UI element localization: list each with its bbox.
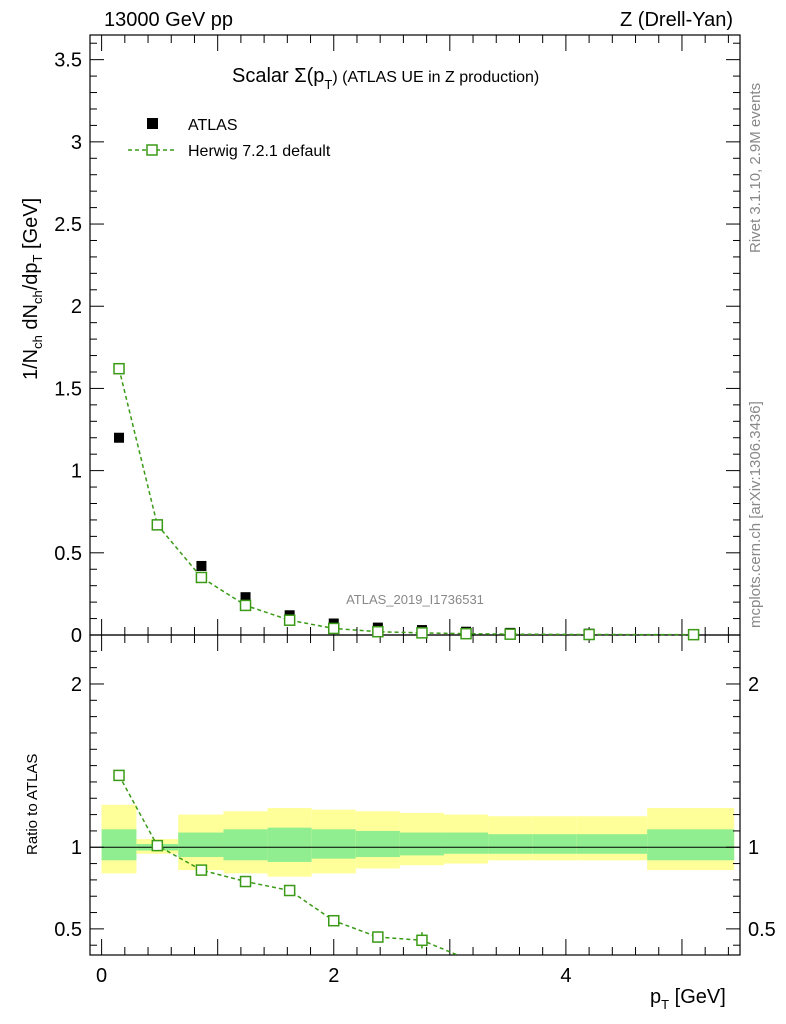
ratio-point <box>195 864 208 876</box>
y-axis-label-main: 1/Nch dNch/dpT [GeV] <box>20 198 45 380</box>
header-right: Z (Drell-Yan) <box>620 9 733 31</box>
y-tick-label-main: 3.5 <box>54 50 82 72</box>
mc-point <box>113 362 125 375</box>
legend-mc-marker <box>146 144 158 156</box>
y-tick-label-ratio-right: 1 <box>748 837 759 859</box>
plot-frames <box>89 34 741 956</box>
band-inner <box>488 834 533 854</box>
atlas-point <box>196 560 207 571</box>
mc-line <box>118 368 694 636</box>
mc-point <box>416 627 428 639</box>
band-inner <box>311 829 356 859</box>
y-tick-label-ratio-right: 2 <box>748 674 759 696</box>
analysis-watermark: ATLAS_2019_I1736531 <box>346 592 484 607</box>
svg-text:pT [GeV]: pT [GeV] <box>650 986 726 1012</box>
plot-title: Scalar Σ(pT) (ATLAS UE in Z production) <box>232 65 539 92</box>
mc-point <box>328 622 340 635</box>
y-tick-label-ratio: 0.5 <box>54 919 82 941</box>
mc-point <box>151 519 164 531</box>
y-tick-label-main: 0.5 <box>54 543 82 565</box>
y-tick-label-main: 0 <box>71 625 82 647</box>
ratio-point <box>372 931 384 943</box>
legend-mc-label: Herwig 7.2.1 default <box>188 143 331 160</box>
y-tick-label-ratio: 2 <box>71 674 82 696</box>
band-inner <box>223 829 268 861</box>
y-tick-label-ratio-right: 0.5 <box>748 919 776 941</box>
mc-point <box>195 571 208 584</box>
y-tick-label-main: 1.5 <box>54 378 82 400</box>
atlas-point <box>114 432 125 443</box>
band-inner <box>101 829 137 861</box>
band-inner <box>399 832 445 856</box>
uncertainty-bands <box>90 804 740 877</box>
mc-point <box>504 628 516 640</box>
ratio-point <box>416 934 428 947</box>
atlas-point <box>240 592 251 603</box>
y-tick-label-main: 2 <box>71 296 82 318</box>
ratio-point <box>283 884 296 897</box>
x-tick-label: 4 <box>560 965 571 987</box>
band-inner <box>647 829 735 861</box>
ratio-point <box>151 839 164 852</box>
band-inner <box>576 834 648 854</box>
svg-text:1/Nch dNch/dpT [GeV]: 1/Nch dNch/dpT [GeV] <box>20 198 45 380</box>
y-axis-label-ratio: Ratio to ATLAS <box>24 754 41 855</box>
band-inner <box>178 832 224 858</box>
x-tick-label: 2 <box>328 965 339 987</box>
band-inner <box>355 830 400 858</box>
mc-point <box>372 625 384 638</box>
mcplots-info: mcplots.cern.ch [arXiv:1306.3436] <box>747 401 764 628</box>
ratio-point <box>113 769 125 782</box>
title-sub: T <box>324 77 332 92</box>
ratio-point <box>328 914 340 927</box>
mc-point <box>239 599 252 612</box>
main-series <box>113 362 700 641</box>
title-rest: ) (ATLAS UE in Z production) <box>332 69 539 86</box>
band-inner <box>532 834 577 854</box>
mc-point <box>583 628 595 641</box>
axis-ticks: 0 0.5 1 1.5 2 2.5 3 3.5 0.5 0.5 1 1 2 2 0 2 4 <box>54 35 776 987</box>
mc-point <box>283 614 296 626</box>
title-main: Scalar Σ(p <box>232 65 324 87</box>
ratio-point <box>239 875 252 888</box>
y-tick-label-main: 3 <box>71 132 82 154</box>
mc-point <box>687 628 700 641</box>
ratio-series <box>113 769 460 955</box>
y-tick-label-main: 1 <box>71 461 82 483</box>
legend-data-label: ATLAS <box>188 117 238 134</box>
y-tick-label-ratio: 1 <box>71 837 82 859</box>
y-tick-label-main: 2.5 <box>54 214 82 236</box>
x-axis-label: pT [GeV] <box>650 986 726 1012</box>
header-left: 13000 GeV pp <box>104 9 233 31</box>
rivet-info: Rivet 3.1.10, 2.9M events <box>747 83 764 253</box>
legend-data-marker <box>147 118 158 129</box>
ratio-panel-frame <box>89 634 741 956</box>
mc-point <box>460 627 472 640</box>
x-tick-label: 0 <box>96 965 107 987</box>
band-inner <box>444 832 489 854</box>
band-inner <box>267 827 312 862</box>
